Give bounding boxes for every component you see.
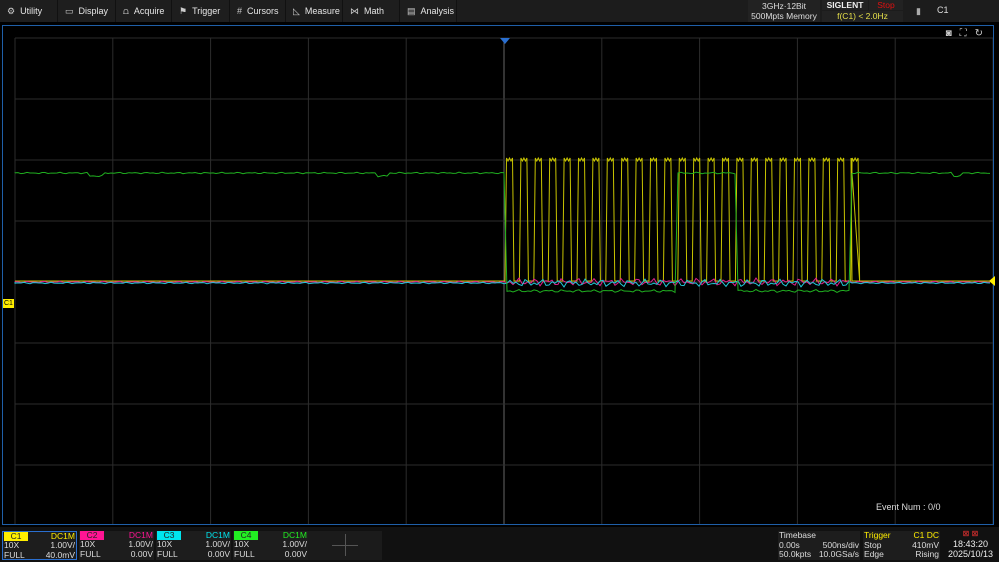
channel-label: C2 — [80, 530, 104, 541]
trigger-slope: Rising — [915, 549, 939, 559]
timebase-panel[interactable]: Timebase 0.00s 500ns/div 50.0kpts 10.0GSa/… — [778, 530, 860, 560]
channel-offset: 0.00V — [130, 548, 153, 559]
trigger-panel[interactable]: Trigger C1 DC Stop 410mV Edge Rising — [863, 530, 940, 560]
bottom-bar: Timebase 0.00s 500ns/div 50.0kpts 10.0GSa/… — [0, 527, 999, 562]
battery-icon: ▮ — [916, 6, 921, 16]
channel-coupling: DC1M — [282, 530, 307, 540]
trigger-position-marker — [500, 38, 510, 44]
channel-offset: 0.00V — [207, 548, 230, 559]
camera-icon[interactable]: ◙ — [945, 28, 952, 39]
spec-bandwidth: 3GHz·12Bit — [762, 1, 806, 11]
channel-bandwidth: FULL — [234, 548, 255, 559]
channel-scale: 1.00V/ — [282, 539, 307, 550]
menu-cursors[interactable]: # Cursors — [230, 0, 286, 22]
channel-box-c2[interactable]: C2 DC1M 10X 1.00V/ FULL 0.00V — [79, 530, 154, 560]
math-icon: ⋈ — [350, 5, 359, 16]
menu-display[interactable]: ▭ Display — [58, 0, 116, 22]
channel-offset: 40.0mV — [45, 549, 75, 560]
channel-box-c4[interactable]: C4 DC1M 10X 1.00V/ FULL 0.00V — [233, 530, 308, 560]
menu-label: Analysis — [420, 6, 455, 16]
menu-label: Measure — [304, 6, 340, 16]
c1-offset-marker[interactable]: C1 — [3, 299, 14, 308]
menu-utility[interactable]: ⚙ Utility — [0, 0, 58, 22]
timebase-delay: 0.00s — [779, 539, 800, 550]
menu-label: Trigger — [192, 6, 221, 16]
menu-label: Cursors — [247, 6, 279, 16]
channel-bandwidth: FULL — [157, 548, 178, 559]
flag-icon: ⚑ — [179, 5, 188, 16]
channel-coupling: DC1M — [50, 531, 75, 541]
trigger-source: C1 DC — [913, 530, 939, 540]
timebase-title: Timebase — [779, 530, 817, 540]
channel-label: C4 — [234, 530, 258, 541]
selected-channel[interactable]: C1 — [937, 5, 949, 15]
menu-trigger[interactable]: ⚑ Trigger — [172, 0, 230, 22]
rotate-icon[interactable]: ↻ — [974, 28, 983, 39]
clock: ⊠ ⊠ 18:43:20 2025/10/13 — [942, 529, 999, 559]
channel-scale: 1.00V/ — [205, 539, 230, 550]
network-disconnected-icon: ⊠ ⊠ — [962, 529, 979, 538]
channel-scale: 1.00V/ — [128, 539, 153, 550]
hash-icon: # — [237, 6, 243, 16]
trigger-level-marker[interactable] — [989, 276, 995, 286]
waveform-display[interactable]: ◙ ⛶ ↻ Event Num : 0/0 C1 — [2, 25, 995, 525]
acquire-icon: ⩍ — [123, 5, 129, 16]
menu-math[interactable]: ⋈ Math — [343, 0, 400, 22]
c2-waveform — [14, 277, 991, 287]
trigger-type: Edge — [864, 549, 884, 559]
channel-label: C1 — [4, 531, 28, 542]
waveform-graticule — [14, 37, 993, 524]
timebase-scale: 500ns/div — [822, 539, 859, 550]
channel-box-c3[interactable]: C3 DC1M 10X 1.00V/ FULL 0.00V — [156, 530, 231, 560]
fullscreen-icon[interactable]: ⛶ — [959, 28, 967, 39]
menu-measure[interactable]: ◺ Measure — [286, 0, 343, 22]
brand-logo: SIGLENT — [822, 0, 868, 10]
trigger-state: Stop — [864, 539, 882, 550]
channel-offset: 0.00V — [284, 548, 307, 559]
channel-probe: 10X — [234, 539, 250, 550]
c1-waveform — [15, 156, 993, 282]
spec-info: 3GHz·12Bit 500Mpts Memory — [748, 0, 820, 22]
channel-bandwidth: FULL — [4, 549, 25, 560]
spec-memory: 500Mpts Memory — [751, 11, 817, 21]
channel-coupling: DC1M — [128, 530, 153, 540]
channel-box-c1[interactable]: C1 DC1M 10X 1.00V/ FULL 40.0mV — [2, 531, 77, 560]
menu-label: Math — [364, 6, 385, 16]
timebase-rate: 10.0GSa/s — [818, 549, 859, 559]
c3-waveform — [14, 278, 991, 288]
clock-time: 18:43:20 — [952, 539, 989, 549]
channel-label: C3 — [157, 530, 181, 541]
run-state[interactable]: Stop — [869, 0, 903, 10]
channel-probe: 10X — [80, 539, 96, 550]
ruler-icon: ◺ — [293, 5, 300, 16]
menu-label: Acquire — [133, 6, 165, 16]
trigger-title: Trigger — [864, 530, 891, 540]
monitor-icon: ▭ — [65, 5, 74, 16]
timebase-points: 50.0kpts — [779, 549, 812, 559]
frequency-readout: f(C1) < 2.0Hz — [822, 11, 903, 22]
analysis-icon: ▤ — [407, 5, 416, 16]
channel-bandwidth: FULL — [80, 548, 101, 559]
menu-acquire[interactable]: ⩍ Acquire — [116, 0, 172, 22]
channel-probe: 10X — [4, 540, 20, 551]
add-channel-button[interactable] — [308, 531, 382, 560]
menu-label: Utility — [20, 6, 43, 16]
channel-probe: 10X — [157, 539, 173, 550]
screen-tools: ◙ ⛶ ↻ — [946, 28, 983, 39]
clock-date: 2025/10/13 — [947, 549, 994, 559]
event-num: Event Num : 0/0 — [876, 502, 941, 512]
channel-scale: 1.00V/ — [50, 540, 75, 551]
channel-coupling: DC1M — [205, 530, 230, 540]
trigger-level: 410mV — [912, 539, 939, 550]
menu-label: Display — [78, 6, 109, 16]
gear-icon: ⚙ — [7, 5, 16, 16]
c4-waveform — [14, 171, 991, 294]
menu-analysis[interactable]: ▤ Analysis — [400, 0, 457, 22]
